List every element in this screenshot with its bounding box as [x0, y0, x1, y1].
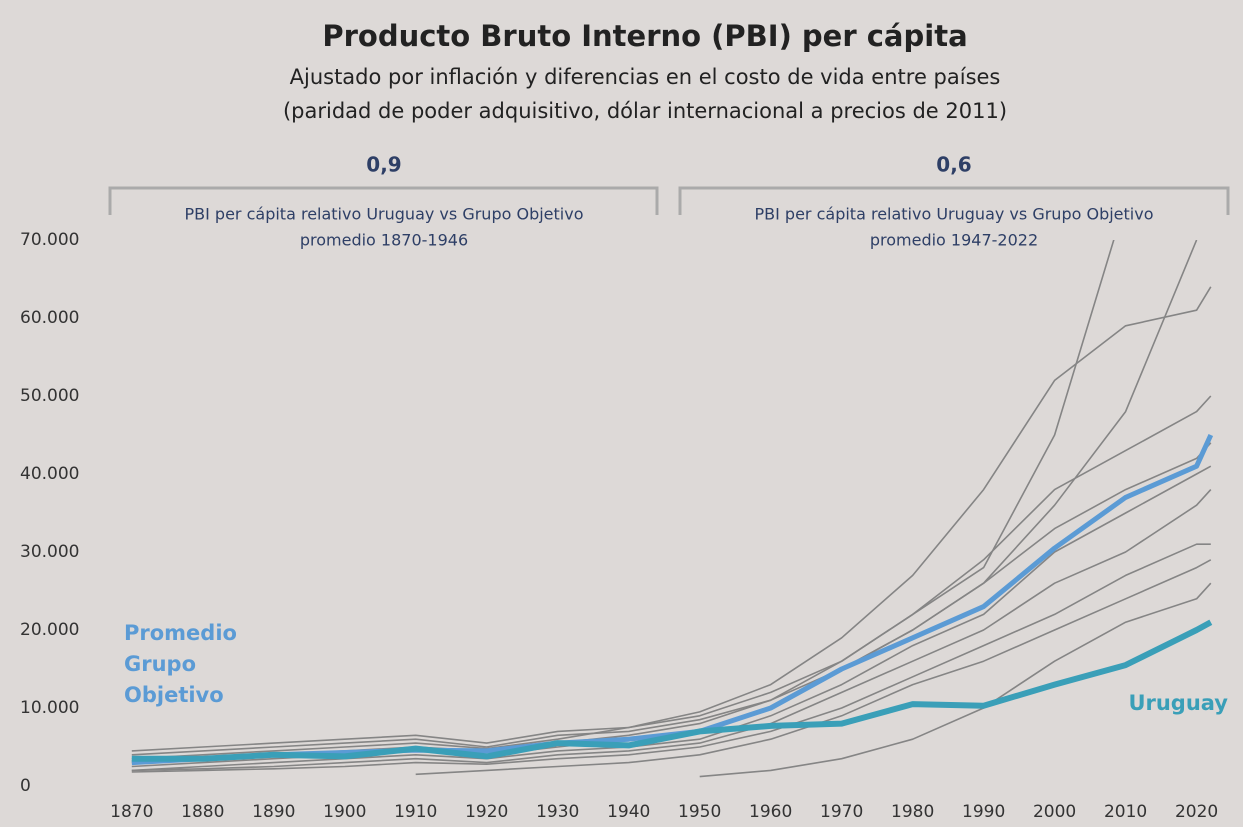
- country-line: [415, 559, 1212, 776]
- bracket: [108, 186, 659, 215]
- x-tick-label: 2010: [1104, 802, 1147, 822]
- annotation-value: 0,9: [366, 153, 401, 177]
- x-tick-label: 1990: [962, 802, 1005, 822]
- country-line: [131, 240, 1198, 756]
- x-tick-label: 1910: [394, 802, 437, 822]
- country-line: [131, 395, 1212, 764]
- x-tick-label: 2020: [1175, 802, 1218, 822]
- y-tick-label: 70.000: [20, 230, 79, 250]
- x-tick-label: 1870: [110, 802, 153, 822]
- x-tick-label: 1980: [891, 802, 934, 822]
- series-label: Uruguay: [1128, 691, 1228, 715]
- x-tick-label: 1880: [181, 802, 224, 822]
- series-label: Promedio: [124, 621, 237, 645]
- x-tick-label: 1970: [820, 802, 863, 822]
- series-label: Grupo: [124, 652, 196, 676]
- x-tick-label: 1920: [465, 802, 508, 822]
- country-line: [131, 465, 1212, 772]
- x-tick-label: 1890: [252, 802, 295, 822]
- x-tick-label: 1940: [607, 802, 650, 822]
- annotation-value: 0,6: [936, 153, 971, 177]
- y-tick-label: 10.000: [20, 698, 79, 718]
- chart-title: Producto Bruto Interno (PBI) per cápita: [322, 19, 967, 53]
- subtitle: Ajustado por inflación y diferencias en …: [290, 65, 1001, 89]
- country-line: [131, 543, 1211, 773]
- annotation: PBI per cápita relativo Uruguay vs Grupo…: [755, 205, 1154, 224]
- series-label: Objetivo: [124, 683, 224, 707]
- y-tick-label: 50.000: [20, 386, 79, 406]
- highlight-line: [131, 433, 1214, 766]
- subtitle: (paridad de poder adquisitivo, dólar int…: [283, 99, 1007, 123]
- annotation: PBI per cápita relativo Uruguay vs Grupo…: [185, 205, 584, 224]
- country-line: [131, 286, 1212, 760]
- y-tick-label: 60.000: [20, 308, 79, 328]
- x-tick-label: 1960: [749, 802, 792, 822]
- x-tick-label: 1930: [536, 802, 579, 822]
- country-line: [131, 489, 1212, 772]
- y-tick-label: 30.000: [20, 542, 79, 562]
- x-tick-label: 1950: [678, 802, 721, 822]
- plot-area: [131, 240, 1214, 778]
- country-line: [131, 240, 1115, 752]
- y-tick-label: 0: [20, 776, 31, 796]
- highlight-line: [131, 619, 1213, 762]
- country-line: [699, 582, 1212, 778]
- x-tick-label: 2000: [1033, 802, 1076, 822]
- y-tick-label: 40.000: [20, 464, 79, 484]
- y-tick-label: 20.000: [20, 620, 79, 640]
- x-tick-label: 1900: [323, 802, 366, 822]
- annotation: promedio 1870-1946: [300, 231, 468, 250]
- annotation: promedio 1947-2022: [870, 231, 1038, 250]
- bracket: [678, 186, 1230, 215]
